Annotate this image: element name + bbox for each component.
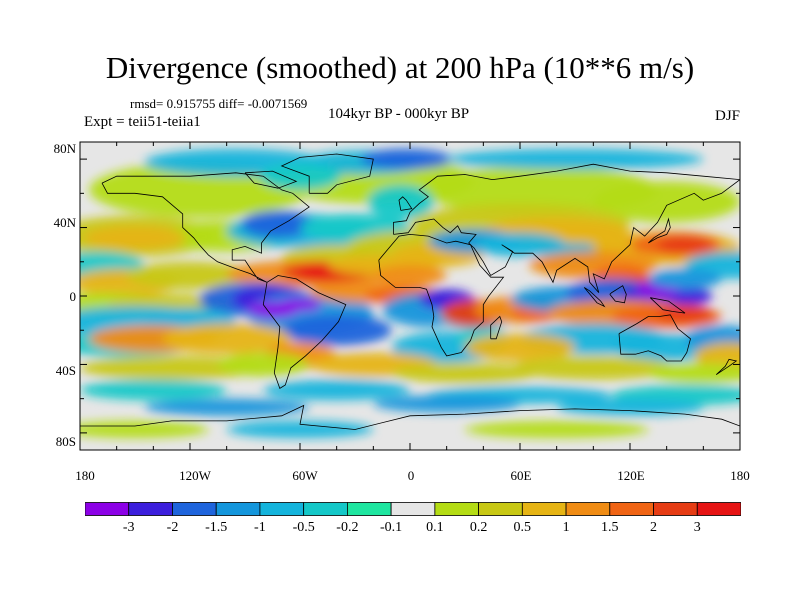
field-blob: [474, 232, 566, 257]
field-blob: [80, 379, 227, 401]
colorbar-swatch: [85, 502, 130, 516]
colorbar-label: 0.1: [426, 520, 444, 535]
coastline-sumatra: [583, 287, 606, 308]
axis-ticks: [79, 142, 741, 450]
period-label: 104kyr BP - 000kyr BP: [328, 106, 470, 122]
field-blob: [556, 398, 704, 416]
colorbar-label: 0.2: [469, 520, 488, 535]
colorbar-swatch: [565, 502, 611, 516]
experiment-label: Expt = teii51-teiia1: [84, 114, 201, 130]
colorbar-swatch: [653, 502, 698, 516]
coastline-eurasia: [393, 163, 740, 293]
field-blob: [510, 355, 676, 380]
coastline-japan: [648, 217, 671, 244]
field-blob: [125, 261, 255, 290]
colorbar-swatch: [478, 502, 523, 516]
colorbar-swatch: [259, 502, 305, 516]
lon-label-0: 0: [407, 468, 415, 483]
field-blob: [657, 236, 713, 254]
colorbar-label: -0.1: [380, 520, 403, 535]
field-blob: [80, 420, 209, 439]
coastline-borneo: [609, 285, 627, 304]
lon-label-120w: 120W: [179, 468, 211, 483]
field-blob: [162, 323, 291, 355]
field-blob: [465, 333, 575, 362]
rmsd-diff-stats: rmsd= 0.915755 diff= -0.0071569: [130, 96, 308, 111]
colorbar: [85, 502, 741, 516]
coastline-south-america: [262, 275, 347, 390]
field-blob: [278, 297, 322, 312]
coastline-great-britain: [398, 196, 413, 211]
lat-label-80s: 80S: [55, 434, 76, 449]
coastline-antarctica: [80, 404, 740, 430]
colorbar-label: 0.5: [513, 520, 532, 535]
field-blobs: [80, 148, 740, 439]
colorbar-swatch: [346, 502, 392, 516]
colorbar-swatch: [172, 502, 217, 516]
lon-label-60e: 60E: [510, 468, 532, 483]
field-blob: [391, 362, 539, 384]
field-blob: [296, 265, 341, 279]
colorbar-swatch: [434, 502, 479, 516]
colorbar-label: -1: [254, 520, 266, 535]
lat-label-80n: 80N: [53, 141, 76, 156]
lon-label-120e: 120E: [617, 468, 645, 483]
lat-label-40s: 40S: [55, 363, 76, 378]
coastline-greenland: [280, 153, 374, 194]
field-blob: [241, 210, 315, 238]
divergence-field: [80, 142, 740, 450]
field-blob: [360, 148, 453, 170]
colorbar-label: -0.2: [336, 520, 359, 535]
field-blob: [373, 265, 447, 286]
field-blob: [694, 342, 740, 370]
coastline-madagascar: [490, 315, 503, 340]
field-blob: [373, 395, 520, 413]
colorbar-label: -3: [122, 520, 135, 535]
field-blob: [144, 398, 310, 416]
colorbar-swatch: [303, 502, 348, 516]
field-blob: [446, 148, 704, 170]
field-blob: [648, 362, 740, 384]
field-blob: [593, 181, 740, 223]
lon-label-180w: 180: [75, 468, 95, 483]
colorbar-swatch: [215, 502, 261, 516]
field-blob: [648, 268, 722, 290]
lat-label-0: 0: [69, 289, 77, 304]
season-label: DJF: [714, 108, 740, 124]
field-blob: [465, 420, 649, 439]
field-blob: [80, 355, 264, 380]
coastlines: [80, 153, 740, 430]
coastline-north-america: [101, 172, 310, 283]
colorbar-label: 2: [650, 520, 657, 535]
coastline-africa: [378, 233, 505, 357]
colorbar-swatch: [128, 502, 173, 516]
field-blob: [259, 162, 341, 190]
colorbar-swatch: [696, 502, 741, 516]
colorbar-label: -1.5: [205, 520, 228, 535]
colorbar-swatch: [609, 502, 654, 516]
colorbar-swatch: [390, 502, 436, 516]
map-title: Divergence (smoothed) at 200 hPa (10**6 …: [105, 50, 695, 85]
field-blob: [217, 352, 310, 377]
field-blob: [226, 420, 374, 439]
coastline-australia: [618, 314, 691, 362]
lon-label-60w: 60W: [292, 468, 318, 483]
colorbar-swatch: [521, 502, 567, 516]
coastline-new-guinea: [649, 297, 686, 314]
field-blob: [281, 314, 392, 346]
colorbar-label: 3: [693, 520, 701, 535]
colorbar-label: -2: [166, 520, 179, 535]
field-blob: [367, 184, 434, 219]
field-blob: [263, 379, 410, 401]
colorbar-label: 1: [562, 520, 570, 535]
colorbar-label: 1.5: [601, 520, 619, 535]
lon-label-180e: 180: [730, 468, 750, 483]
field-blob: [83, 225, 187, 250]
coastline-new-zealand: [715, 358, 738, 376]
colorbar-label: -0.5: [292, 520, 315, 535]
coastline-baffin-island: [244, 170, 298, 189]
lat-label-40n: 40N: [53, 215, 76, 230]
